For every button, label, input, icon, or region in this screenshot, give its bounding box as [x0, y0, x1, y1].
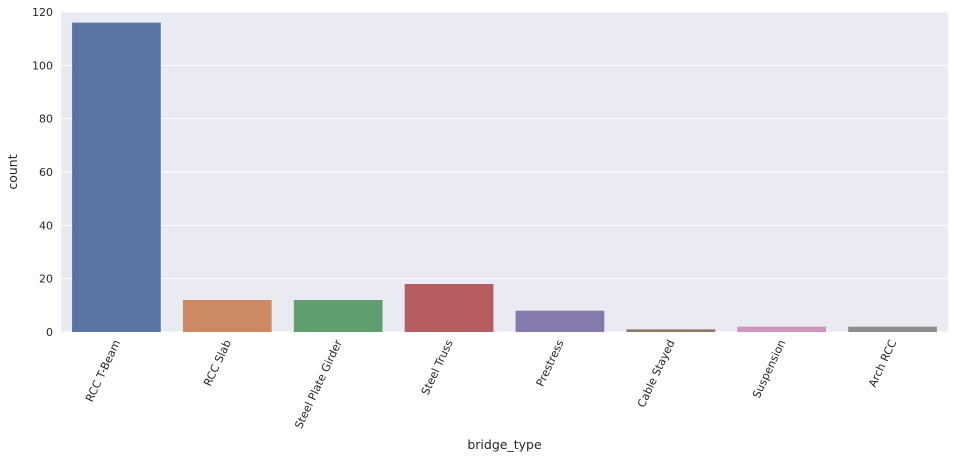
x-tick-label: Steel Truss [419, 338, 456, 398]
y-tick-label: 0 [46, 326, 53, 339]
x-tick-label: RCC T-Beam [83, 338, 123, 404]
y-tick-labels: 0 20 40 60 80 100 120 [32, 6, 53, 339]
y-tick-label: 20 [39, 273, 53, 286]
y-axis-label: count [5, 154, 20, 189]
bar-steel-plate-girder [293, 300, 383, 332]
bar-suspension [737, 326, 827, 332]
x-tick-label: Suspension [750, 338, 788, 401]
x-tick-label: Prestress [534, 338, 567, 389]
bar-prestress [515, 310, 605, 332]
x-axis-label: bridge_type [467, 437, 542, 452]
y-tick-label: 100 [32, 59, 53, 72]
bars [72, 22, 937, 333]
x-tick-labels: RCC T-Beam RCC Slab Steel Plate Girder Stee… [83, 337, 899, 430]
x-tick-label: RCC Slab [201, 338, 234, 389]
bar-steel-truss [404, 284, 494, 332]
y-tick-label: 40 [39, 219, 53, 232]
bar-cable-stayed [626, 329, 716, 332]
bar-arch-rcc [848, 326, 937, 332]
x-tick-label: Arch RCC [866, 337, 899, 389]
x-tick-label: Steel Plate Girder [292, 337, 345, 430]
y-tick-label: 120 [32, 6, 53, 19]
bar-rcc-slab [182, 300, 272, 332]
y-tick-label: 80 [39, 113, 53, 126]
x-tick-label: Cable Stayed [635, 338, 678, 410]
bar-rcc-t-beam [72, 22, 161, 333]
y-tick-label: 60 [39, 166, 53, 179]
